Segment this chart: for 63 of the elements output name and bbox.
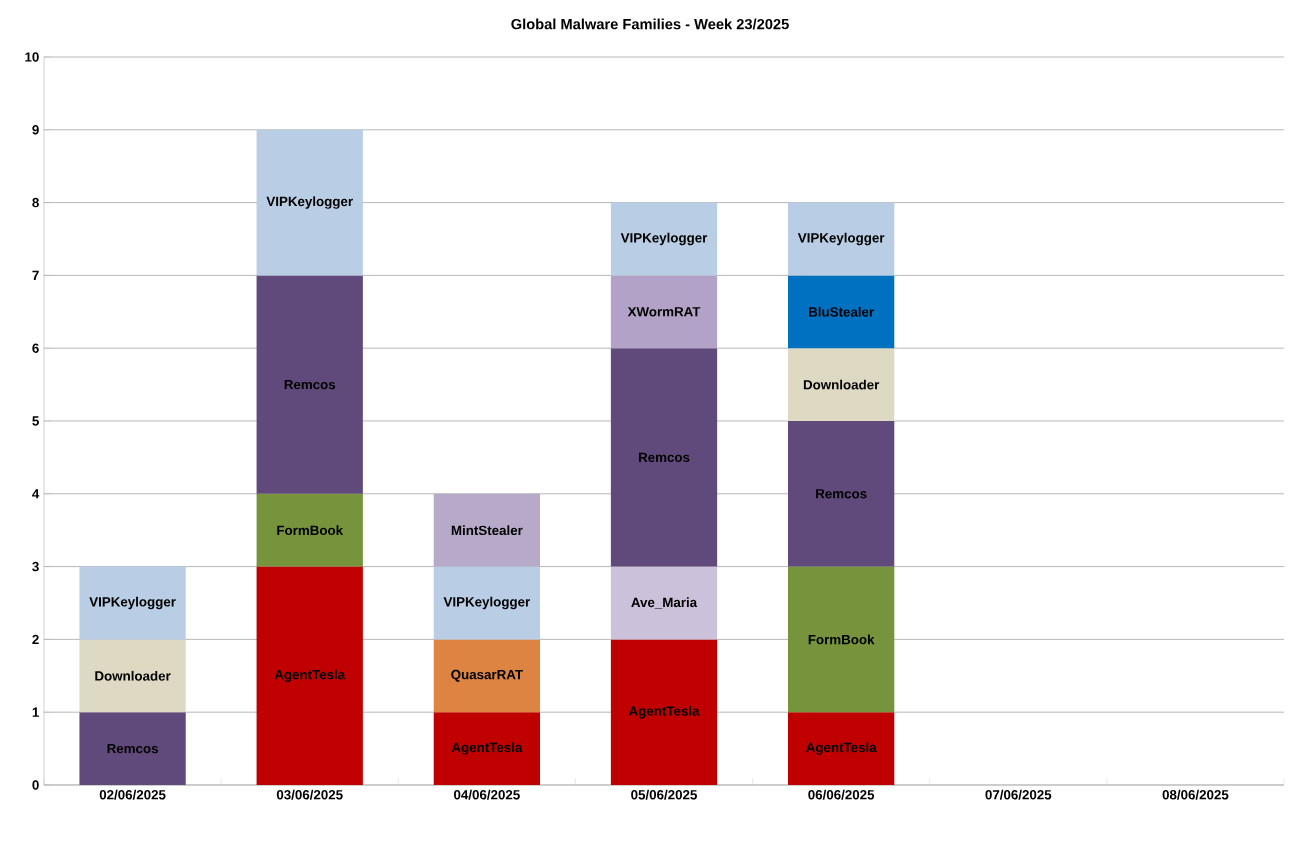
- chart-title: Global Malware Families - Week 23/2025: [511, 18, 789, 30]
- series-label: QuasarRAT: [451, 669, 523, 682]
- bar: [788, 420, 895, 567]
- bar: [788, 712, 895, 785]
- y-tick-label: 1: [32, 707, 39, 717]
- text: FormBook: [277, 525, 344, 536]
- series-label: Ave_Maria: [631, 597, 698, 609]
- bar: [788, 275, 895, 349]
- text: Remcos: [284, 379, 336, 390]
- x-tick-label: 07/06/2025: [985, 789, 1052, 800]
- text: VIPKeylogger: [620, 232, 708, 246]
- x-tick-label: 04/06/2025: [454, 789, 520, 800]
- text: AgentTesla: [628, 705, 700, 719]
- y-tick-label: 5: [32, 416, 39, 426]
- series-label: BluStealer: [809, 306, 874, 317]
- bar: [256, 493, 363, 567]
- y-tick-label: 2: [32, 634, 39, 645]
- series-label: VIPKeylogger: [89, 596, 176, 610]
- series-label: Remcos: [107, 743, 158, 754]
- bar: [610, 275, 718, 349]
- text: VIPKeylogger: [443, 596, 531, 610]
- series-label: MintStealer: [451, 525, 523, 536]
- series-label: XWormRAT: [627, 307, 701, 317]
- text: VIPKeylogger: [266, 196, 353, 209]
- y-tick-label: 6: [32, 343, 39, 353]
- y-tick-label: 8: [32, 197, 39, 208]
- y-tick-label: 9: [32, 125, 39, 135]
- x-tick-label: 08/06/2025: [1162, 789, 1229, 800]
- bar: [79, 566, 186, 640]
- bar: [610, 348, 718, 567]
- x-tick-label: 06/06/2025: [808, 789, 875, 800]
- x-tick-label: 05/06/2025: [631, 789, 697, 800]
- y-tick-label: 10: [25, 52, 39, 62]
- y-tick-label: 4: [32, 489, 40, 499]
- bar: [433, 493, 541, 567]
- text: Remcos: [816, 489, 867, 499]
- bar: [610, 202, 718, 276]
- bar: [79, 639, 186, 713]
- series-label: Downloader: [803, 379, 880, 390]
- bar: [256, 275, 363, 494]
- bar: [788, 566, 895, 713]
- text: VIPKeylogger: [797, 232, 885, 246]
- bar: [433, 712, 541, 785]
- x-tick-label: 02/06/2025: [99, 789, 166, 800]
- bar: [256, 566, 363, 785]
- y-tick-label: 7: [32, 270, 39, 280]
- bar: [79, 712, 186, 785]
- series-label: AgentTesla: [806, 742, 877, 755]
- bar: [788, 202, 895, 276]
- bar: [788, 348, 895, 421]
- text: AgentTesla: [451, 742, 523, 755]
- y-tick-label: 3: [32, 561, 39, 572]
- bar: [256, 129, 363, 276]
- y-tick-label: 0: [32, 780, 39, 790]
- bar: [610, 566, 718, 640]
- text: AgentTesla: [274, 669, 346, 683]
- x-tick-label: 03/06/2025: [276, 789, 343, 800]
- text: Downloader: [95, 670, 171, 681]
- bar: [433, 639, 541, 713]
- bar: [610, 639, 718, 785]
- bar: [433, 566, 541, 640]
- text: Remcos: [638, 452, 690, 463]
- series-label: FormBook: [808, 634, 875, 645]
